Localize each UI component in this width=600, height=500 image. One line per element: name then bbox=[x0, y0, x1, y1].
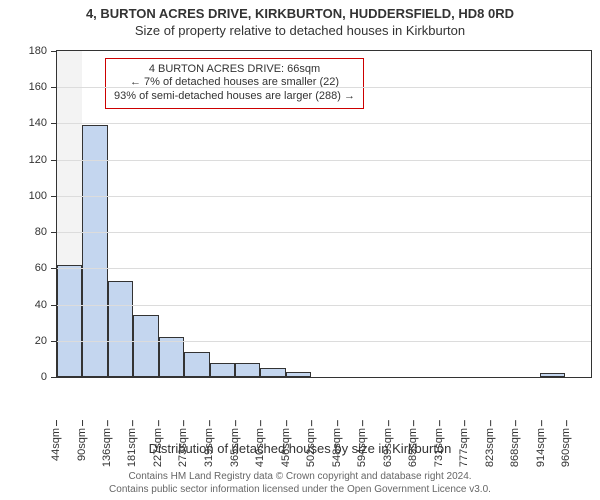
histogram-bar bbox=[184, 352, 209, 377]
y-tick: 20 bbox=[35, 335, 57, 347]
bar-slot bbox=[57, 51, 82, 377]
histogram-bar bbox=[540, 373, 565, 377]
grid-line bbox=[57, 123, 591, 124]
chart-container: Number of detached properties 4 BURTON A… bbox=[0, 46, 600, 438]
bar-slot bbox=[82, 51, 107, 377]
y-tick: 180 bbox=[29, 45, 57, 57]
bar-slot bbox=[438, 51, 463, 377]
histogram-bar bbox=[57, 265, 82, 377]
histogram-bar bbox=[235, 363, 260, 377]
footer-line: Contains HM Land Registry data © Crown c… bbox=[0, 471, 600, 484]
page-subtitle: Size of property relative to detached ho… bbox=[0, 21, 600, 38]
grid-line bbox=[57, 268, 591, 269]
histogram-bar bbox=[260, 368, 285, 377]
annotation-box: 4 BURTON ACRES DRIVE: 66sqm← 7% of detac… bbox=[105, 58, 364, 109]
grid-line bbox=[57, 196, 591, 197]
bar-slot bbox=[362, 51, 387, 377]
histogram-bar bbox=[210, 363, 235, 377]
footer-line: Contains public sector information licen… bbox=[0, 484, 600, 497]
bar-slot bbox=[387, 51, 412, 377]
bar-slot bbox=[565, 51, 590, 377]
y-tick: 120 bbox=[29, 154, 57, 166]
footer-attribution: Contains HM Land Registry data © Crown c… bbox=[0, 471, 600, 496]
bar-slot bbox=[540, 51, 565, 377]
y-tick: 160 bbox=[29, 81, 57, 93]
y-tick: 100 bbox=[29, 190, 57, 202]
grid-line bbox=[57, 232, 591, 233]
page-title: 4, BURTON ACRES DRIVE, KIRKBURTON, HUDDE… bbox=[0, 0, 600, 21]
grid-line bbox=[57, 160, 591, 161]
histogram-bar bbox=[286, 372, 311, 377]
x-tick-labels: 44sqm90sqm136sqm181sqm227sqm273sqm319sqm… bbox=[56, 378, 592, 438]
annotation-line: 93% of semi-detached houses are larger (… bbox=[114, 90, 355, 104]
bar-slot bbox=[515, 51, 540, 377]
y-tick: 40 bbox=[35, 299, 57, 311]
annotation-line: 4 BURTON ACRES DRIVE: 66sqm bbox=[114, 63, 355, 77]
bar-slot bbox=[464, 51, 489, 377]
y-tick: 80 bbox=[35, 226, 57, 238]
histogram-bar bbox=[159, 337, 184, 377]
grid-line bbox=[57, 87, 591, 88]
grid-line bbox=[57, 305, 591, 306]
y-tick: 140 bbox=[29, 117, 57, 129]
bar-slot bbox=[489, 51, 514, 377]
plot-area: 4 BURTON ACRES DRIVE: 66sqm← 7% of detac… bbox=[56, 50, 592, 378]
y-tick: 60 bbox=[35, 262, 57, 274]
histogram-bar bbox=[108, 281, 133, 377]
x-axis-label: Distribution of detached houses by size … bbox=[0, 441, 600, 456]
histogram-bar bbox=[133, 315, 158, 377]
histogram-bar bbox=[82, 125, 107, 377]
y-tick: 0 bbox=[41, 371, 57, 383]
grid-line bbox=[57, 341, 591, 342]
bar-slot bbox=[413, 51, 438, 377]
